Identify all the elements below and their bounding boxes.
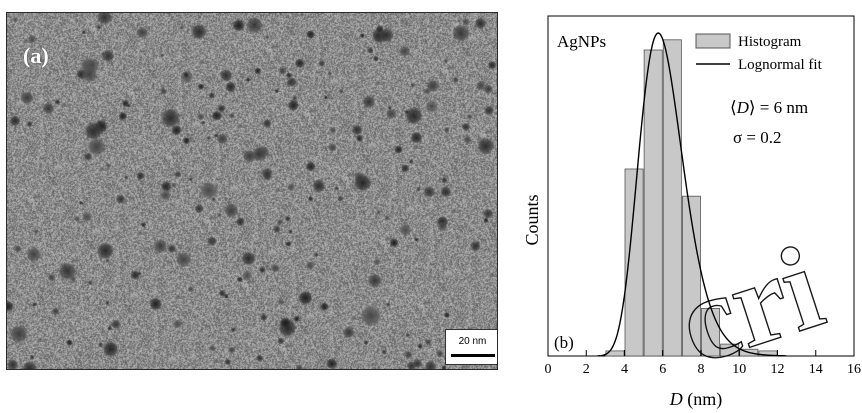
x-tick-label: 6 <box>659 362 666 377</box>
scale-bar-label: 20 nm <box>458 336 487 347</box>
x-axis-title: D (nm) <box>669 389 723 410</box>
x-axis-ticks: 0 2 4 6 8 10 12 14 16 <box>545 350 861 377</box>
x-tick-label: 2 <box>583 362 590 377</box>
x-tick-label: 0 <box>545 362 552 377</box>
histogram-bar <box>643 49 663 357</box>
scale-bar: 20 nm <box>445 329 497 365</box>
scale-bar-line <box>451 354 495 357</box>
x-tick-label: 12 <box>771 362 785 377</box>
legend-fit-label: Lognormal fit <box>738 57 823 73</box>
x-tick-label: 16 <box>847 362 861 377</box>
nanoparticle-image <box>7 13 497 369</box>
legend-histogram-label: Histogram <box>738 34 802 50</box>
x-tick-label: 8 <box>698 362 705 377</box>
lognormal-fit-curve <box>597 32 787 357</box>
x-tick-label: 10 <box>732 362 746 377</box>
tem-micrograph: (a) 20 nm <box>6 12 498 370</box>
histogram-bar <box>624 168 644 357</box>
x-tick-label: 14 <box>809 362 823 377</box>
panel-a-label: (a) <box>23 43 49 68</box>
histogram-bar <box>681 195 701 357</box>
mean-annotation: ⟨D⟩ = 6 nm <box>730 98 808 117</box>
y-axis-title: Counts <box>522 194 542 245</box>
plot-frame <box>547 15 855 357</box>
size-distribution-chart: 0 2 4 6 8 10 12 14 16 AgNPs (b) Histogram Lognor… <box>522 15 861 410</box>
sample-label: AgNPs <box>557 32 606 51</box>
x-tick-label: 4 <box>621 362 628 377</box>
sigma-annotation: σ = 0.2 <box>733 128 782 147</box>
panel-b-label: (b) <box>554 333 574 352</box>
legend: Histogram Lognormal fit <box>695 33 823 73</box>
legend-histogram-swatch <box>695 33 731 49</box>
